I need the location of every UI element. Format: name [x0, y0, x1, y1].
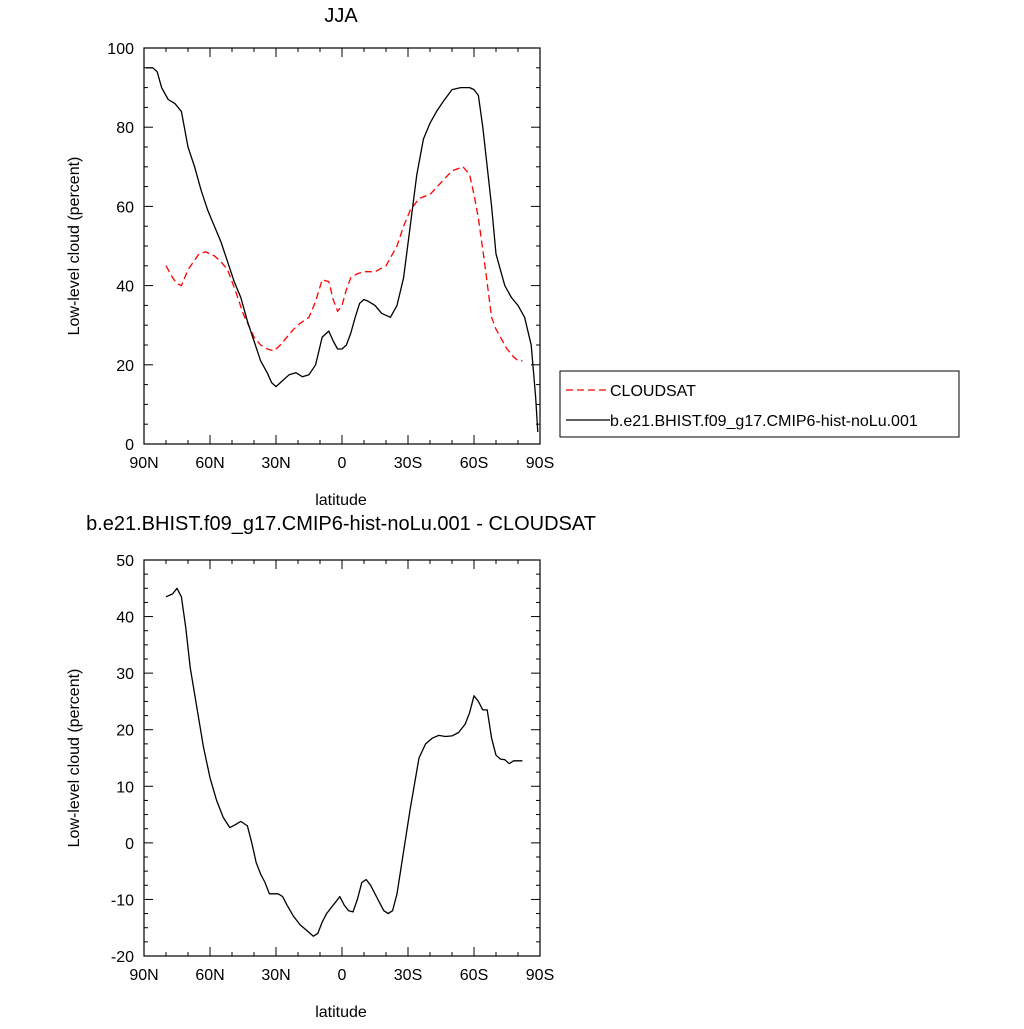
legend-label-cloudsat: CLOUDSAT: [610, 383, 696, 400]
top-y-tick-label: 100: [107, 41, 134, 58]
bottom-y-tick-label: 30: [116, 666, 134, 683]
top-axis-ticks: 90N 60N 30N 0 30S 60S 90S 0 20 40 60 80 100: [107, 41, 554, 472]
top-y-tick-label: 60: [116, 199, 134, 216]
top-y-tick-label: 80: [116, 120, 134, 137]
bottom-y-tick-label: 40: [116, 610, 134, 627]
bottom-plot-frame: [143, 559, 541, 957]
bottom-x-tick-label: 0: [338, 967, 347, 984]
top-y-axis-label: Low-level cloud (percent): [66, 157, 83, 336]
bottom-series-line-0: [165, 587, 523, 937]
top-x-tick-label: 30N: [261, 455, 290, 472]
bottom-x-tick-label: 90S: [526, 967, 554, 984]
legend-box: [559, 370, 960, 438]
top-chart-title: JJA: [324, 5, 358, 27]
bottom-x-tick-label: 90N: [129, 967, 158, 984]
top-series-group: [146, 67, 539, 433]
top-x-tick-label: 30S: [394, 455, 422, 472]
top-x-tick-label: 0: [338, 455, 347, 472]
bottom-series-group: [165, 587, 523, 937]
top-series-line-cloudsat: [165, 166, 523, 362]
top-y-tick-label: 20: [116, 358, 134, 375]
bottom-x-tick-label: 30N: [261, 967, 290, 984]
legend: CLOUDSAT b.e21.BHIST.f09_g17.CMIP6-hist-…: [559, 370, 960, 438]
bottom-axis-ticks: 90N 60N 30N 0 30S 60S 90S -20 -10 0 10 20 30 40 50: [111, 553, 554, 984]
legend-label-model: b.e21.BHIST.f09_g17.CMIP6-hist-noLu.001: [610, 413, 918, 430]
top-x-tick-label: 90N: [129, 455, 158, 472]
bottom-y-tick-label: 20: [116, 723, 134, 740]
bottom-x-tick-label: 60S: [460, 967, 488, 984]
bottom-y-tick-label: 0: [125, 836, 134, 853]
bottom-panel: b.e21.BHIST.f09_g17.CMIP6-hist-noLu.001 …: [66, 513, 596, 1021]
top-panel: JJA Low-level cloud (percent) latitude 9…: [66, 5, 554, 509]
bottom-x-tick-label: 60N: [195, 967, 224, 984]
bottom-y-axis-label: Low-level cloud (percent): [66, 669, 83, 848]
bottom-y-tick-label: 50: [116, 553, 134, 570]
bottom-y-tick-label: -20: [111, 949, 134, 966]
top-x-tick-label: 90S: [526, 455, 554, 472]
top-series-line-b-e21-bhist-f09-g17-cmip6-hist-nolu-001: [146, 67, 539, 433]
top-y-tick-label: 0: [125, 437, 134, 454]
top-x-tick-label: 60S: [460, 455, 488, 472]
top-x-axis-label: latitude: [315, 492, 367, 509]
bottom-y-tick-label: 10: [116, 779, 134, 796]
top-x-tick-label: 60N: [195, 455, 224, 472]
top-plot-frame: [143, 47, 541, 445]
bottom-x-tick-label: 30S: [394, 967, 422, 984]
bottom-y-tick-label: -10: [111, 892, 134, 909]
bottom-x-axis-label: latitude: [315, 1004, 367, 1021]
bottom-chart-title: b.e21.BHIST.f09_g17.CMIP6-hist-noLu.001 …: [86, 513, 596, 535]
top-y-tick-label: 40: [116, 279, 134, 296]
